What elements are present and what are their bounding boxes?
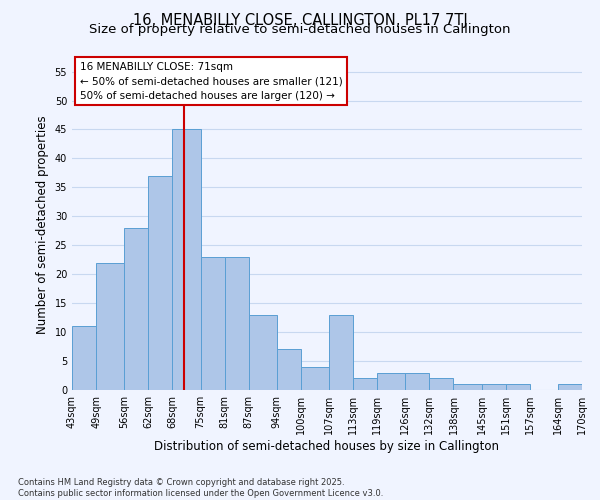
Bar (506, 384, 530, 390)
Bar (454, 384, 482, 390)
Bar (377, 372, 406, 390)
Bar (482, 384, 506, 390)
Text: 16 MENABILLY CLOSE: 71sqm
← 50% of semi-detached houses are smaller (121)
50% of: 16 MENABILLY CLOSE: 71sqm ← 50% of semi-… (80, 62, 343, 101)
Bar (96, 262, 124, 390)
Bar (277, 350, 301, 390)
Y-axis label: Number of semi-detached properties: Number of semi-detached properties (36, 116, 49, 334)
Bar (248, 314, 277, 390)
Bar (172, 130, 200, 390)
Bar (329, 314, 353, 390)
Bar (124, 228, 148, 390)
Bar (406, 372, 430, 390)
Bar (72, 326, 96, 390)
Bar (301, 367, 329, 390)
X-axis label: Distribution of semi-detached houses by size in Callington: Distribution of semi-detached houses by … (155, 440, 499, 453)
Bar (558, 384, 582, 390)
Bar (224, 257, 248, 390)
Bar (148, 176, 172, 390)
Bar (353, 378, 377, 390)
Bar (430, 378, 454, 390)
Text: 16, MENABILLY CLOSE, CALLINGTON, PL17 7TJ: 16, MENABILLY CLOSE, CALLINGTON, PL17 7T… (133, 12, 467, 28)
Text: Contains HM Land Registry data © Crown copyright and database right 2025.
Contai: Contains HM Land Registry data © Crown c… (18, 478, 383, 498)
Text: Size of property relative to semi-detached houses in Callington: Size of property relative to semi-detach… (89, 22, 511, 36)
Bar (200, 257, 224, 390)
